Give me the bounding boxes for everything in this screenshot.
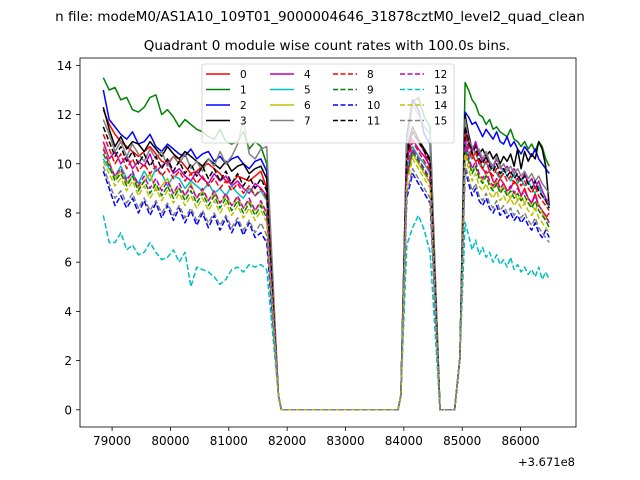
legend-label-0: 0 [240, 69, 247, 81]
x-tick-label: 80000 [151, 434, 189, 448]
y-tick-label: 8 [64, 206, 72, 220]
series-line-15 [102, 163, 550, 411]
legend-box [201, 63, 455, 144]
x-tick-label: 82000 [268, 434, 306, 448]
legend-label-13: 13 [434, 85, 447, 97]
y-tick-label: 12 [57, 108, 72, 122]
y-tick-label: 6 [64, 256, 72, 270]
legend-label-8: 8 [367, 69, 374, 81]
legend-label-6: 6 [304, 100, 311, 112]
legend-label-10: 10 [367, 100, 380, 112]
y-tick-label: 14 [57, 59, 72, 73]
legend-label-1: 1 [240, 85, 247, 97]
chart-title: Quadrant 0 module wise count rates with … [144, 38, 510, 54]
x-tick-label: 85000 [443, 434, 481, 448]
plot-area: 79000 80000 81000 82000 83000 84000 85000 86000… [57, 57, 577, 448]
y-tick-label: 2 [64, 354, 72, 368]
series-line-13 [102, 214, 550, 411]
legend-label-9: 9 [367, 85, 374, 97]
series-line-14 [102, 153, 550, 411]
y-tick-label: 4 [64, 305, 72, 319]
legend-label-15: 15 [434, 116, 447, 128]
axes-frame [79, 57, 577, 428]
x-offset-text: +3.671e8 [518, 455, 575, 469]
legend-label-3: 3 [240, 116, 247, 128]
x-tick-label: 84000 [385, 434, 423, 448]
legend-label-5: 5 [304, 85, 311, 97]
y-tick-label: 10 [57, 157, 72, 171]
x-tick-label: 83000 [326, 434, 364, 448]
legend-label-2: 2 [240, 100, 247, 112]
x-tick-label: 79000 [93, 434, 131, 448]
figure-suptitle: n file: modeM0/AS1A10_109T01_9000004646_… [55, 9, 585, 25]
x-tick-label: 86000 [501, 434, 539, 448]
series-line-8 [102, 133, 550, 411]
series-line-9 [102, 145, 550, 411]
legend-label-14: 14 [434, 100, 448, 112]
legend-label-4: 4 [304, 69, 311, 81]
legend-label-11: 11 [367, 116, 380, 128]
legend-label-12: 12 [434, 69, 447, 81]
x-tick-label: 81000 [210, 434, 248, 448]
legend-label-7: 7 [304, 116, 311, 128]
y-tick-label: 0 [64, 403, 72, 417]
